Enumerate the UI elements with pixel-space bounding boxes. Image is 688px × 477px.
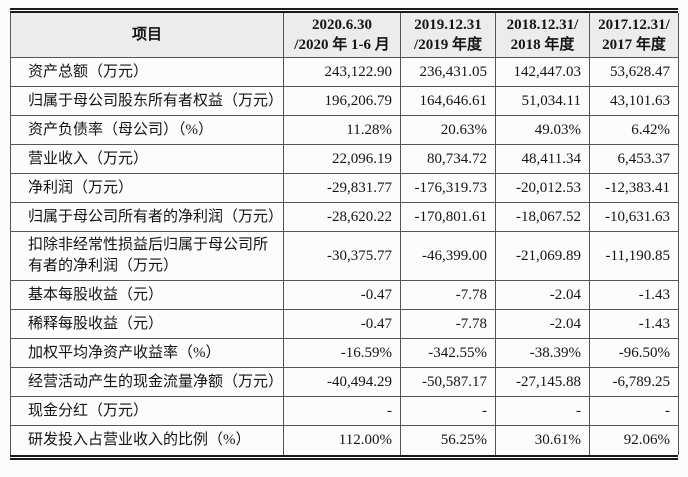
row-label: 加权平均净资产收益率（%） (10, 338, 284, 368)
cell-value: -2.04 (495, 280, 590, 310)
cell-value: -38.39% (495, 338, 590, 368)
row-label: 基本每股收益（元） (10, 280, 284, 310)
table-row: 资产负债率（母公司）（%） 11.28% 20.63% 49.03% 6.42% (10, 115, 679, 145)
cell-value: 20.63% (400, 115, 496, 145)
cell-value: 164,646.61 (400, 86, 496, 116)
cell-value: -0.47 (283, 280, 401, 310)
table-row: 经营活动产生的现金流量净额（万元） -40,494.29 -50,587.17 … (10, 367, 679, 397)
column-header-period-2019: 2019.12.31 /2019 年度 (400, 13, 496, 58)
cell-value: 196,206.79 (283, 86, 401, 116)
cell-value: -96.50% (589, 338, 679, 368)
table-top-rule (10, 8, 678, 13)
cell-value: -21,069.89 (495, 231, 590, 281)
cell-value: -20,012.53 (495, 173, 590, 203)
cell-value: 49.03% (495, 115, 590, 145)
cell-value: -342.55% (400, 338, 496, 368)
cell-value: -170,801.61 (400, 202, 496, 232)
cell-value: -40,494.29 (283, 367, 401, 397)
cell-value: 30.61% (495, 425, 590, 455)
cell-value: - (283, 396, 401, 426)
cell-value: -10,631.63 (589, 202, 679, 232)
table-row: 归属于母公司所有者的净利润（万元） -28,620.22 -170,801.61… (10, 202, 679, 232)
cell-value: 236,431.05 (400, 57, 496, 87)
column-header-period-2020h1: 2020.6.30 /2020 年 1-6 月 (283, 13, 401, 58)
document-page: 项目 2020.6.30 /2020 年 1-6 月 2019.12.31 /2… (10, 8, 679, 460)
cell-value: 43,101.63 (589, 86, 679, 116)
column-header-period-2017: 2017.12.31/ 2017 年度 (589, 13, 679, 58)
cell-value: - (495, 396, 590, 426)
cell-value: 53,628.47 (589, 57, 679, 87)
cell-value: -7.78 (400, 309, 496, 339)
cell-value: -0.47 (283, 309, 401, 339)
row-label: 归属于母公司股东所有者权益（万元） (10, 86, 284, 116)
cell-value: -50,587.17 (400, 367, 496, 397)
cell-value: 92.06% (589, 425, 679, 455)
cell-value: -1.43 (589, 280, 679, 310)
cell-value: -30,375.77 (283, 231, 401, 281)
table-row: 基本每股收益（元） -0.47 -7.78 -2.04 -1.43 (10, 280, 679, 310)
table-row: 加权平均净资产收益率（%） -16.59% -342.55% -38.39% -… (10, 338, 679, 368)
cell-value: 80,734.72 (400, 144, 496, 174)
row-label: 扣除非经常性损益后归属于母公司所有者的净利润（万元） (10, 231, 284, 281)
table-row: 扣除非经常性损益后归属于母公司所有者的净利润（万元） -30,375.77 -4… (10, 231, 679, 281)
row-label: 归属于母公司所有者的净利润（万元） (10, 202, 284, 232)
cell-value: -7.78 (400, 280, 496, 310)
cell-value: -27,145.88 (495, 367, 590, 397)
cell-value: 112.00% (283, 425, 401, 455)
cell-value: - (400, 396, 496, 426)
cell-value: 48,411.34 (495, 144, 590, 174)
row-label: 现金分红（万元） (10, 396, 284, 426)
financial-summary-table: 项目 2020.6.30 /2020 年 1-6 月 2019.12.31 /2… (10, 13, 679, 455)
cell-value: 6.42% (589, 115, 679, 145)
cell-value: 6,453.37 (589, 144, 679, 174)
cell-value: 56.25% (400, 425, 496, 455)
cell-value: 51,034.11 (495, 86, 590, 116)
row-label: 营业收入（万元） (10, 144, 284, 174)
table-row: 净利润（万元） -29,831.77 -176,319.73 -20,012.5… (10, 173, 679, 203)
row-label: 资产负债率（母公司）（%） (10, 115, 284, 145)
row-label: 稀释每股收益（元） (10, 309, 284, 339)
row-label: 净利润（万元） (10, 173, 284, 203)
row-label: 资产总额（万元） (10, 57, 284, 87)
cell-value: -29,831.77 (283, 173, 401, 203)
cell-value: -28,620.22 (283, 202, 401, 232)
table-row: 稀释每股收益（元） -0.47 -7.78 -2.04 -1.43 (10, 309, 679, 339)
table-header-row: 项目 2020.6.30 /2020 年 1-6 月 2019.12.31 /2… (10, 13, 679, 58)
cell-value: -6,789.25 (589, 367, 679, 397)
table-bottom-rule (10, 454, 678, 460)
cell-value: -16.59% (283, 338, 401, 368)
table-row: 现金分红（万元） - - - - (10, 396, 679, 426)
cell-value: -176,319.73 (400, 173, 496, 203)
cell-value: -46,399.00 (400, 231, 496, 281)
column-header-item: 项目 (10, 13, 284, 58)
row-label: 经营活动产生的现金流量净额（万元） (10, 367, 284, 397)
cell-value: -2.04 (495, 309, 590, 339)
row-label: 研发投入占营业收入的比例（%） (10, 425, 284, 455)
cell-value: 22,096.19 (283, 144, 401, 174)
cell-value: 243,122.90 (283, 57, 401, 87)
table-row: 研发投入占营业收入的比例（%） 112.00% 56.25% 30.61% 92… (10, 425, 679, 455)
cell-value: 11.28% (283, 115, 401, 145)
column-header-item-label: 项目 (131, 27, 162, 43)
table-row: 资产总额（万元） 243,122.90 236,431.05 142,447.0… (10, 57, 679, 87)
column-header-period-2018: 2018.12.31/ 2018 年度 (495, 13, 590, 58)
table-row: 归属于母公司股东所有者权益（万元） 196,206.79 164,646.61 … (10, 86, 679, 116)
cell-value: -18,067.52 (495, 202, 590, 232)
cell-value: -1.43 (589, 309, 679, 339)
cell-value: -11,190.85 (589, 231, 679, 281)
cell-value: - (589, 396, 679, 426)
cell-value: -12,383.41 (589, 173, 679, 203)
cell-value: 142,447.03 (495, 57, 590, 87)
table-row: 营业收入（万元） 22,096.19 80,734.72 48,411.34 6… (10, 144, 679, 174)
